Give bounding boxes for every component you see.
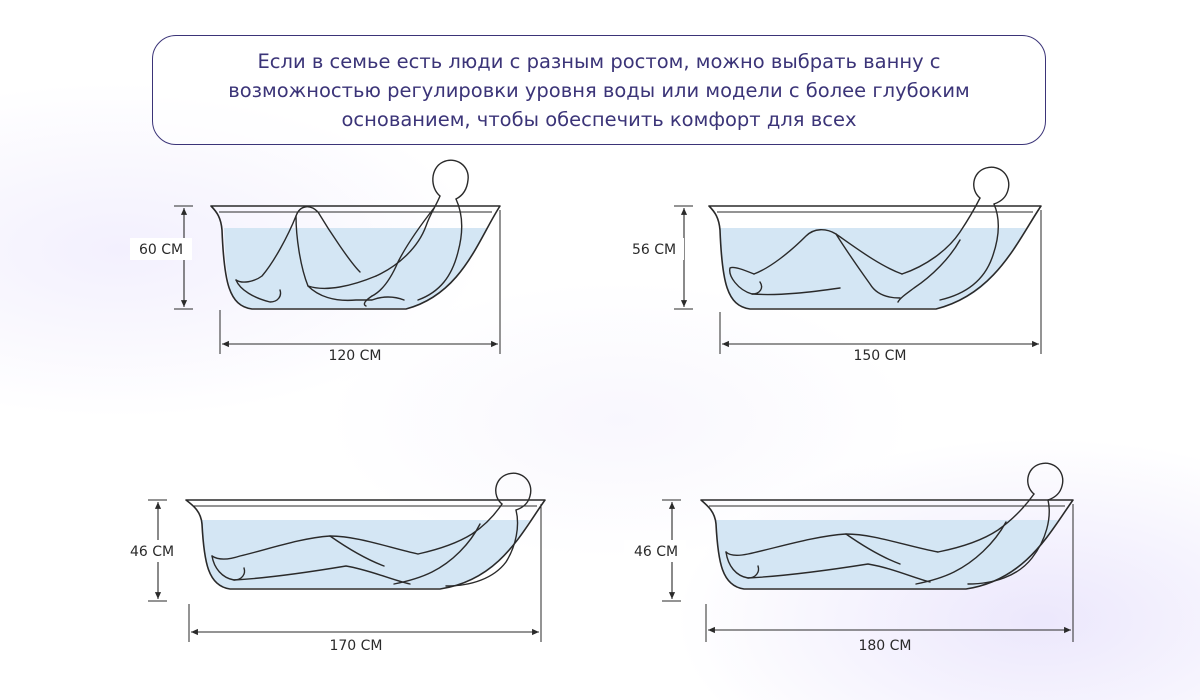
bath-3-length-dimension: 170 СМ: [188, 504, 542, 654]
bath-1-length-dimension: 120 СМ: [219, 210, 501, 364]
bath-4-height-label: 46 СМ: [634, 544, 678, 560]
bath-2-person-figure: [729, 166, 1010, 303]
bath-4-tub: [700, 499, 1074, 590]
bath-3-tub: [185, 499, 546, 590]
bath-4-length-dimension: 180 СМ: [705, 504, 1074, 654]
bath-1-length-label: 120 СМ: [328, 348, 381, 364]
bath-3-height-label: 46 СМ: [130, 544, 174, 560]
bath-2-height-label: 56 СМ: [632, 242, 676, 258]
caption-text: Если в семье есть люди с разным ростом, …: [228, 49, 970, 131]
bath-3-height-dimension: 46 СМ: [120, 499, 182, 602]
caption-box: Если в семье есть люди с разным ростом, …: [152, 35, 1046, 145]
bath-3-person-figure: [211, 472, 532, 587]
bath-1-height-dimension: 60 СМ: [130, 205, 193, 310]
bath-4-person-figure: [725, 462, 1064, 585]
bath-4: 46 СМ 180 СМ: [624, 462, 1074, 654]
bath-2-tub: [708, 205, 1042, 310]
bath-2-height-dimension: 56 СМ: [624, 205, 693, 310]
bath-3-length-label: 170 СМ: [329, 638, 382, 654]
bath-1: 60 СМ 120 СМ: [130, 159, 501, 364]
bath-4-height-dimension: 46 СМ: [624, 499, 686, 602]
bath-2-length-dimension: 150 СМ: [719, 210, 1042, 364]
bath-1-height-label: 60 СМ: [139, 242, 183, 258]
bath-1-person-figure: [235, 159, 469, 307]
bath-3: 46 СМ 170 СМ: [120, 472, 546, 654]
bath-4-length-label: 180 СМ: [858, 638, 911, 654]
bath-2-length-label: 150 СМ: [853, 348, 906, 364]
bath-2: 56 СМ 150 СМ: [624, 166, 1042, 364]
